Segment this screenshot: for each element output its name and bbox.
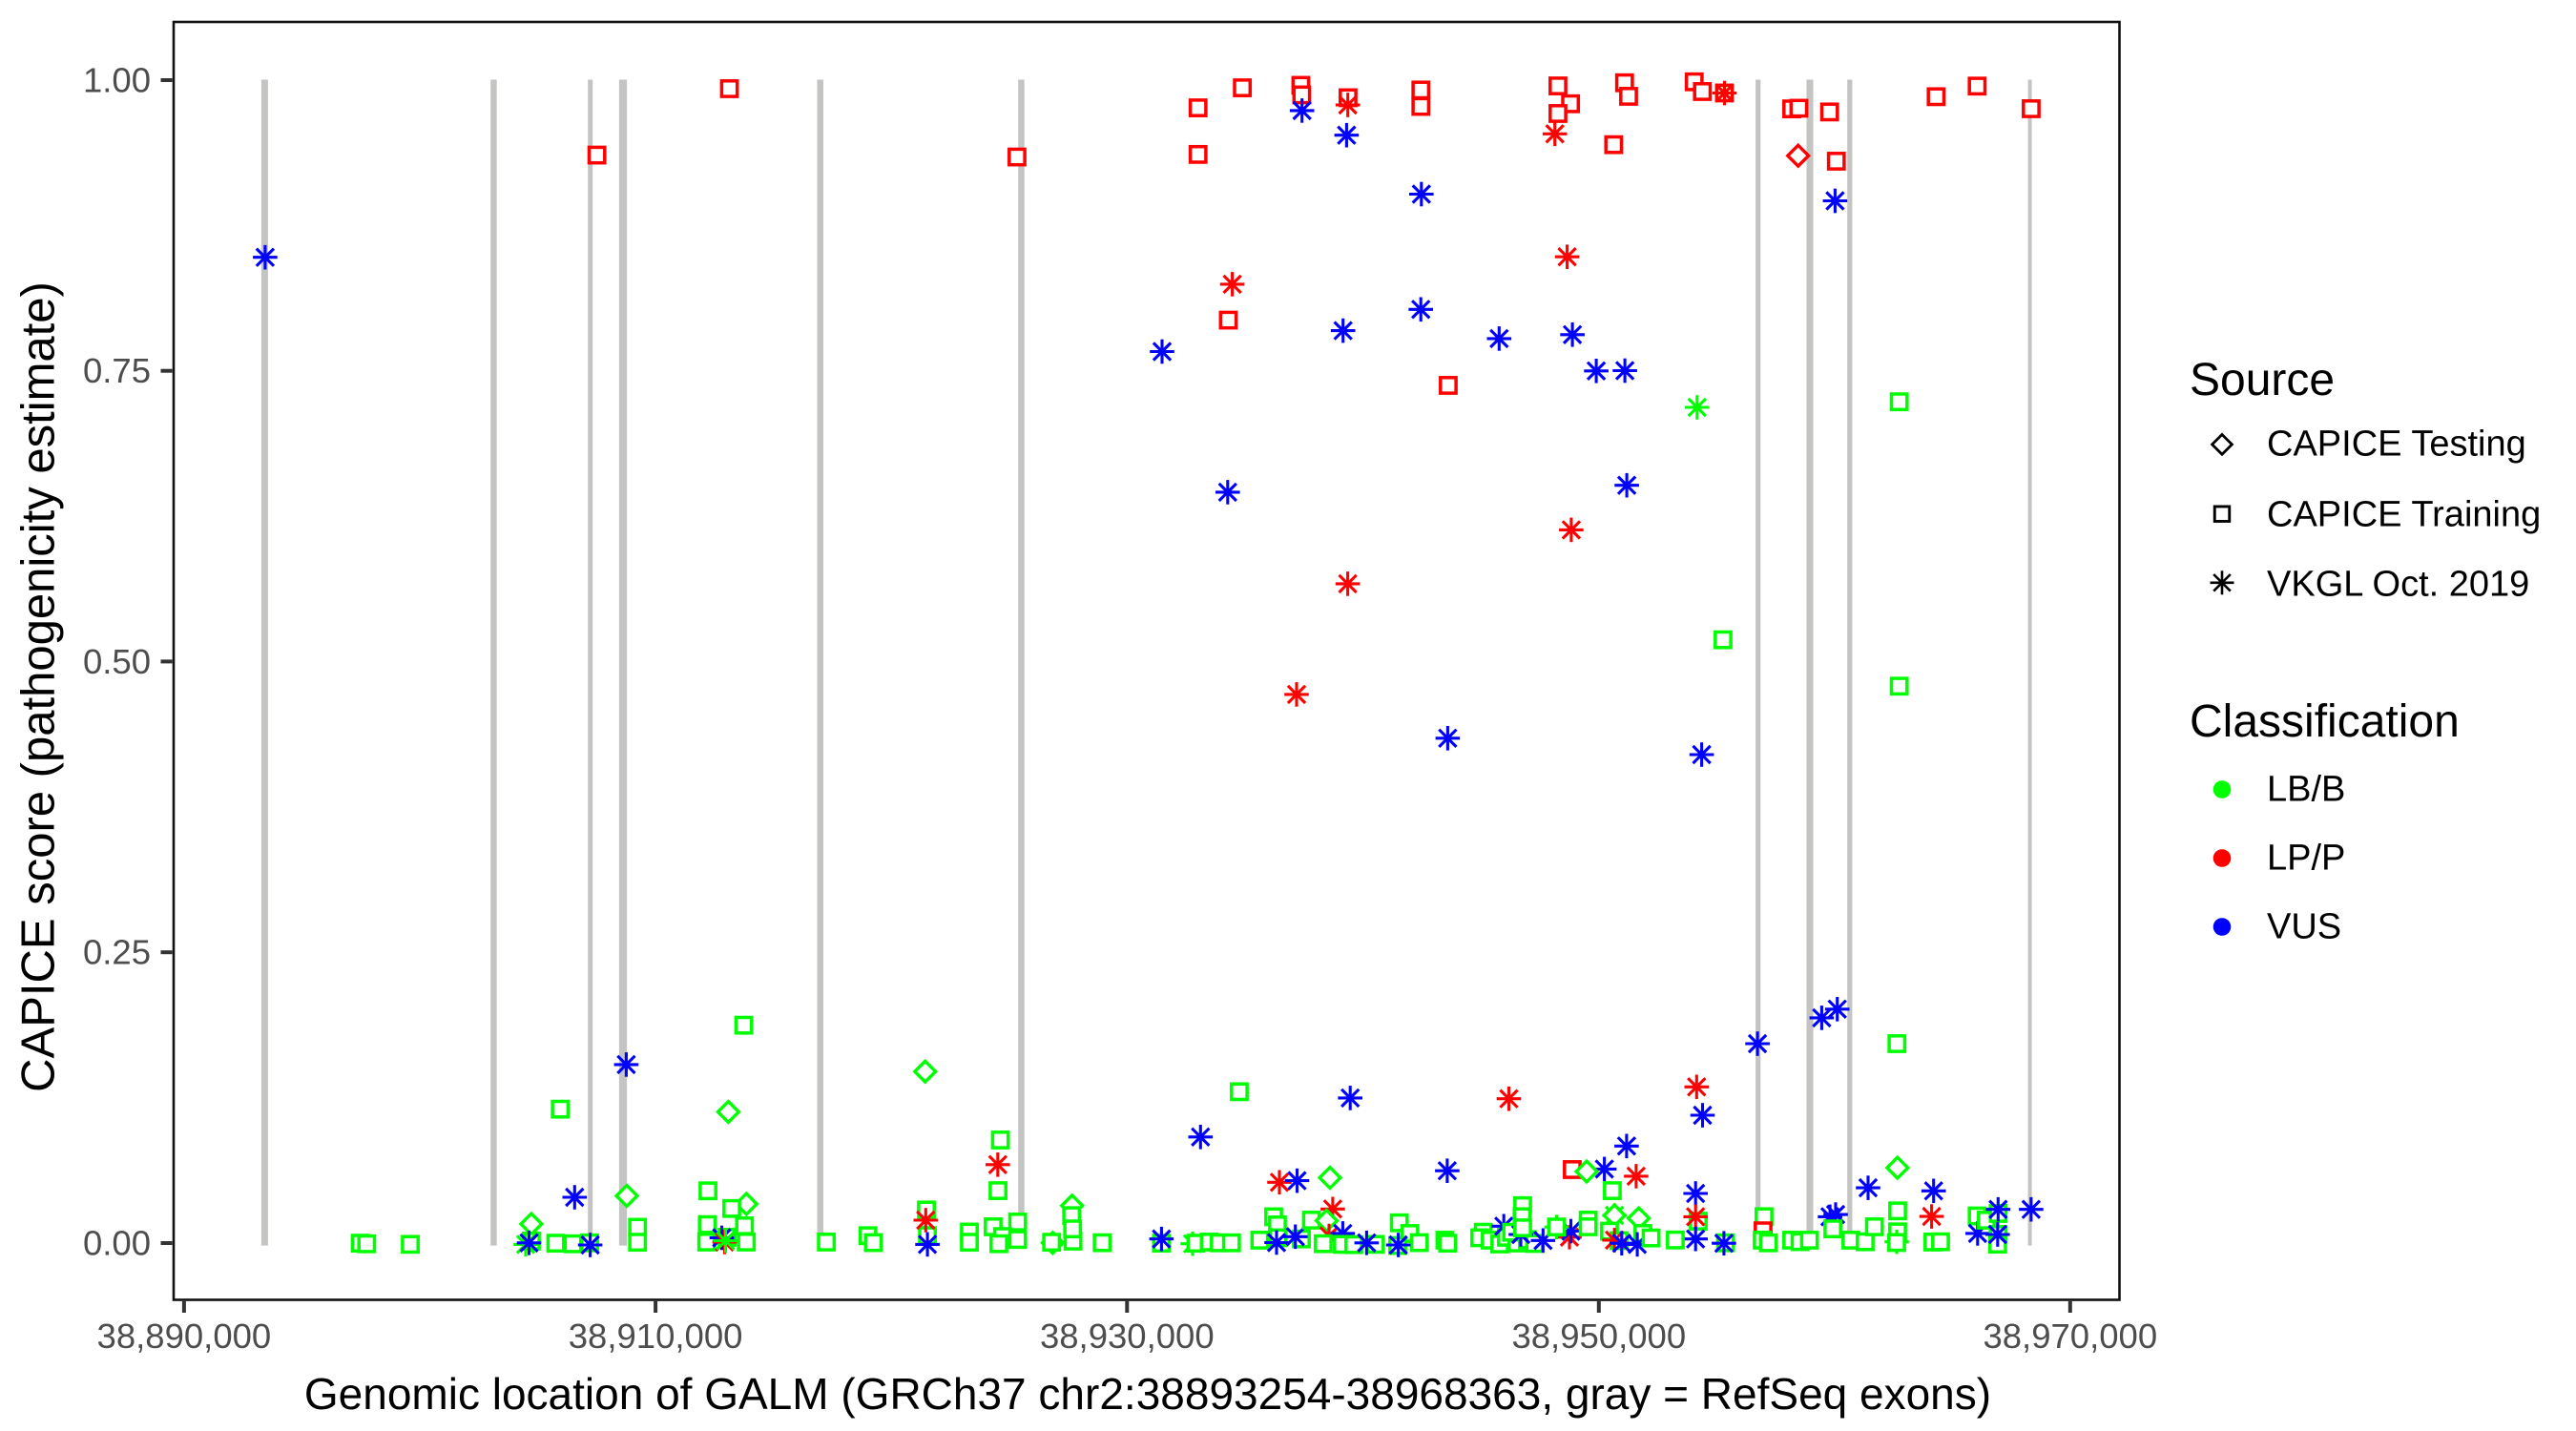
svg-text:LP/P: LP/P	[2267, 839, 2345, 879]
svg-text:0.50: 0.50	[83, 642, 151, 681]
svg-text:38,970,000: 38,970,000	[1983, 1317, 2157, 1356]
svg-text:1.00: 1.00	[83, 61, 151, 100]
svg-text:38,910,000: 38,910,000	[569, 1317, 743, 1356]
svg-text:Genomic location of GALM (GRCh: Genomic location of GALM (GRCh37 chr2:38…	[304, 1369, 1991, 1419]
svg-text:CAPICE score (pathogenicity es: CAPICE score (pathogenicity estimate)	[13, 281, 65, 1092]
svg-text:CAPICE Testing: CAPICE Testing	[2267, 425, 2526, 465]
svg-text:VUS: VUS	[2267, 907, 2341, 947]
svg-text:0.00: 0.00	[83, 1224, 151, 1263]
svg-text:38,930,000: 38,930,000	[1040, 1317, 1215, 1356]
svg-text:0.75: 0.75	[83, 351, 151, 390]
svg-text:VKGL Oct. 2019: VKGL Oct. 2019	[2267, 564, 2529, 604]
svg-text:38,890,000: 38,890,000	[97, 1317, 272, 1356]
svg-text:0.25: 0.25	[83, 933, 151, 972]
svg-text:38,950,000: 38,950,000	[1511, 1317, 1686, 1356]
svg-text:Classification: Classification	[2190, 696, 2460, 747]
svg-text:Source: Source	[2190, 355, 2335, 405]
svg-text:LB/B: LB/B	[2267, 770, 2345, 810]
svg-text:CAPICE Training: CAPICE Training	[2267, 494, 2541, 534]
